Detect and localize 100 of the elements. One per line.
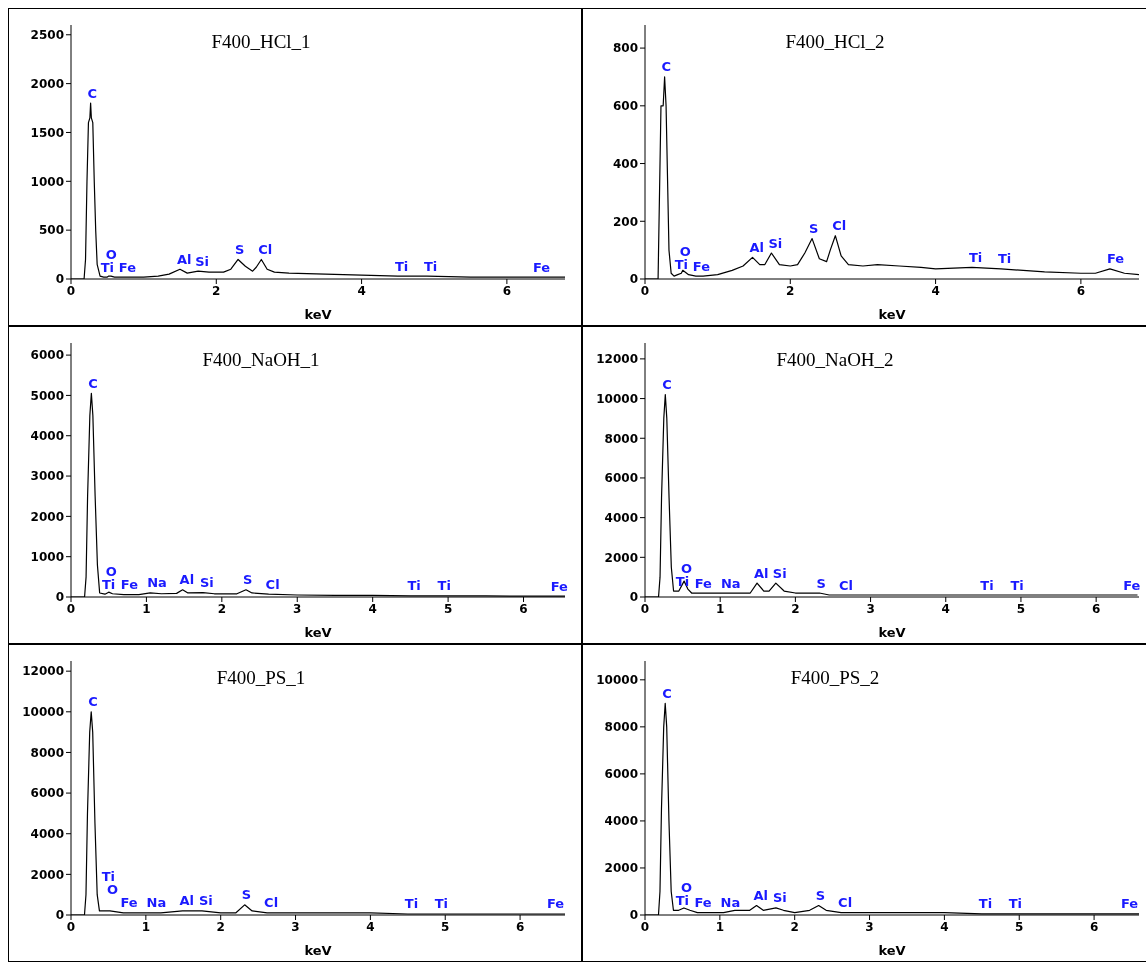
annotation: O <box>105 563 117 579</box>
x-tick-label: 3 <box>865 919 874 934</box>
x-tick-label: 2 <box>790 919 799 934</box>
annotation: Ti <box>675 573 690 589</box>
y-tick-label: 0 <box>629 590 638 605</box>
x-tick-label: 5 <box>443 601 453 616</box>
y-tick-label: 4000 <box>604 510 638 525</box>
annotation: C <box>88 694 98 710</box>
annotation: Cl <box>264 895 279 911</box>
annotation: Ti <box>997 251 1012 267</box>
annotation: Fe <box>692 258 711 274</box>
y-tick-label: 2000 <box>604 861 638 876</box>
y-tick-label: 6000 <box>604 471 638 486</box>
y-tick-label: 400 <box>612 156 638 171</box>
y-tick-label: 0 <box>629 908 638 923</box>
x-tick-label: 4 <box>368 601 377 616</box>
y-tick-label: 4000 <box>604 814 638 829</box>
x-tick-label: 5 <box>441 919 450 934</box>
y-tick-label: 12000 <box>22 664 64 679</box>
annotation: S <box>242 572 253 588</box>
annotation: Ti <box>407 578 421 594</box>
y-tick-label: 8000 <box>604 720 638 735</box>
annotation: C <box>662 685 672 701</box>
y-tick-label: 200 <box>612 214 638 229</box>
y-tick-label: 2000 <box>604 550 638 565</box>
x-axis-title: keV <box>878 625 906 640</box>
x-tick-label: 0 <box>66 919 76 934</box>
y-tick-label: 1000 <box>30 174 64 189</box>
annotation: Ti <box>1008 896 1023 912</box>
y-tick-label: 4000 <box>30 826 64 841</box>
chart-title: F400_HCl_2 <box>785 31 885 52</box>
x-tick-label: 1 <box>141 919 151 934</box>
x-tick-label: 2 <box>212 283 221 298</box>
annotation: Fe <box>694 895 712 911</box>
x-tick-label: 5 <box>1016 601 1026 616</box>
annotation: O <box>679 244 691 260</box>
x-tick-label: 6 <box>515 919 525 934</box>
chart-title: F400_NaOH_1 <box>202 349 320 370</box>
annotation: Ti <box>978 896 993 912</box>
annotation: Ti <box>423 258 438 274</box>
chart-title: F400_PS_2 <box>790 667 880 688</box>
y-tick-label: 10000 <box>596 673 638 688</box>
annotation: Fe <box>1106 251 1125 267</box>
annotation: Al <box>753 888 769 904</box>
annotation: Si <box>772 890 787 906</box>
annotation: Fe <box>547 896 565 912</box>
annotation: O <box>105 246 117 262</box>
chart-title: F400_PS_1 <box>216 667 306 688</box>
annotation: Na <box>146 895 167 911</box>
x-tick-label: 2 <box>216 919 225 934</box>
x-tick-label: 1 <box>716 601 725 616</box>
y-tick-label: 600 <box>612 99 638 114</box>
y-tick-label: 10000 <box>596 391 638 406</box>
annotation: Fe <box>120 577 139 593</box>
annotation: S <box>816 575 826 591</box>
annotation: Ti <box>437 578 451 594</box>
y-tick-label: 0 <box>55 908 64 923</box>
y-tick-label: 10000 <box>22 705 64 720</box>
annotation: Na <box>720 895 741 911</box>
annotation: Ti <box>101 576 116 592</box>
annotation: Fe <box>694 575 712 591</box>
x-tick-label: 0 <box>640 601 650 616</box>
annotation: Al <box>179 893 195 909</box>
y-tick-label: 2500 <box>30 28 64 43</box>
x-tick-label: 0 <box>640 283 650 298</box>
y-tick-label: 6000 <box>604 767 638 782</box>
x-tick-label: 4 <box>366 919 375 934</box>
annotation: Al <box>754 565 769 581</box>
annotation: C <box>87 85 98 101</box>
y-tick-label: 12000 <box>596 352 638 367</box>
x-tick-label: 2 <box>791 601 800 616</box>
x-axis-title: keV <box>304 625 332 640</box>
annotation: Cl <box>839 577 853 593</box>
x-tick-label: 5 <box>1015 919 1024 934</box>
y-tick-label: 2000 <box>30 509 64 524</box>
y-tick-label: 2000 <box>30 76 64 91</box>
x-tick-label: 0 <box>66 601 76 616</box>
x-axis-title: keV <box>304 307 332 322</box>
y-tick-label: 2000 <box>30 867 64 882</box>
annotation: O <box>106 882 118 898</box>
y-tick-label: 3000 <box>30 469 64 484</box>
x-tick-label: 6 <box>519 601 528 616</box>
chart-title: F400_NaOH_2 <box>776 349 894 370</box>
annotation: C <box>661 59 672 75</box>
annotation: Cl <box>258 241 273 257</box>
x-tick-label: 6 <box>502 283 512 298</box>
annotation: S <box>815 888 826 904</box>
x-tick-label: 3 <box>291 919 300 934</box>
y-tick-label: 8000 <box>604 431 638 446</box>
annotation: S <box>235 241 245 257</box>
annotation: Fe <box>550 578 569 594</box>
y-tick-label: 6000 <box>30 348 64 363</box>
annotation: Fe <box>1121 896 1139 912</box>
annotation: Ti <box>434 896 449 912</box>
annotation: Ti <box>394 258 409 274</box>
annotation: Cl <box>265 576 280 592</box>
annotation: Ti <box>968 249 983 265</box>
x-axis-title: keV <box>878 307 906 322</box>
annotation: Si <box>772 565 787 581</box>
y-tick-label: 6000 <box>30 786 64 801</box>
